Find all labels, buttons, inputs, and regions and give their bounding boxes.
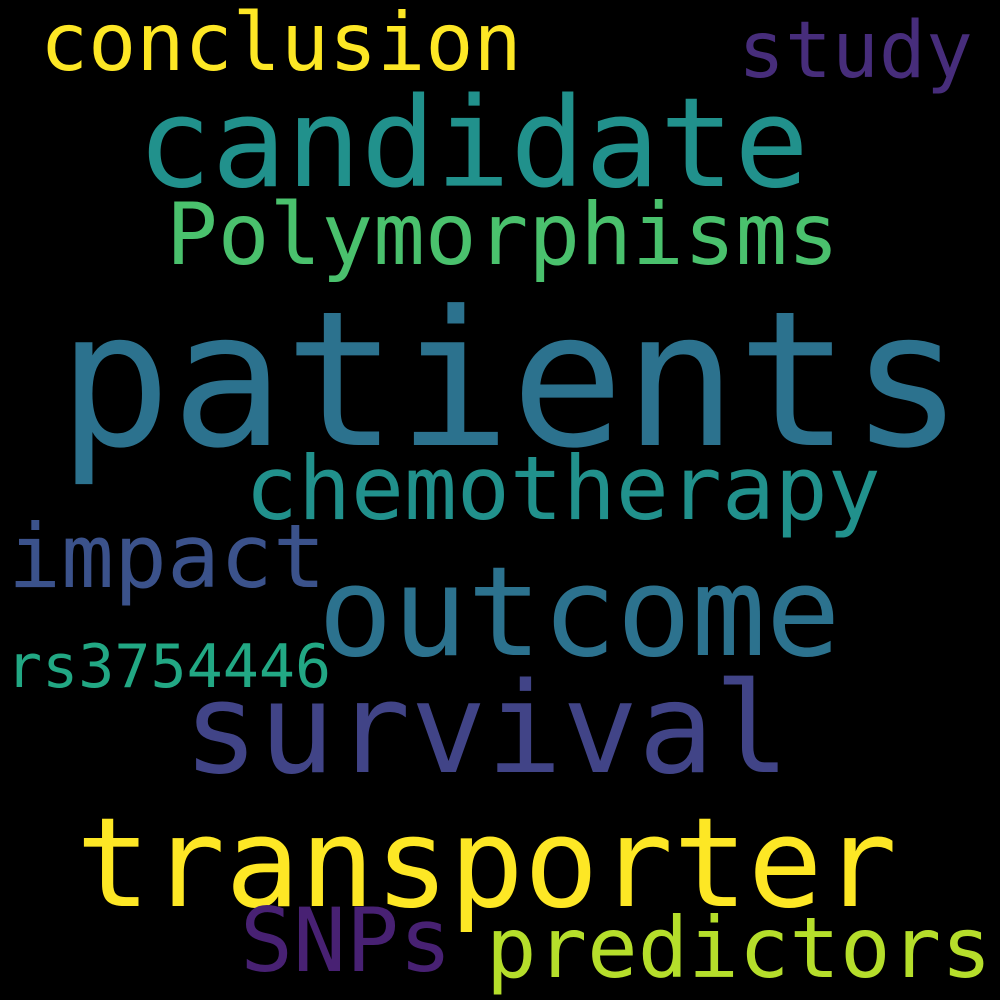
word-survival: survival xyxy=(183,655,790,802)
word-patients: patients xyxy=(58,271,964,490)
word-candidate: candidate xyxy=(137,72,809,216)
word-outcome: outcome xyxy=(318,541,841,685)
word-study: study xyxy=(738,6,973,96)
word-rs3754446: rs3754446 xyxy=(6,632,332,702)
word-polymorphisms: Polymorphisms xyxy=(166,185,840,285)
word-chemotherapy: chemotherapy xyxy=(245,437,881,540)
word-conclusion: conclusion xyxy=(40,0,522,89)
word-transporter: transporter xyxy=(76,792,898,936)
word-snps: SNPs xyxy=(240,889,452,992)
word-impact: impact xyxy=(8,505,326,608)
word-predictors: predictors xyxy=(486,899,992,997)
